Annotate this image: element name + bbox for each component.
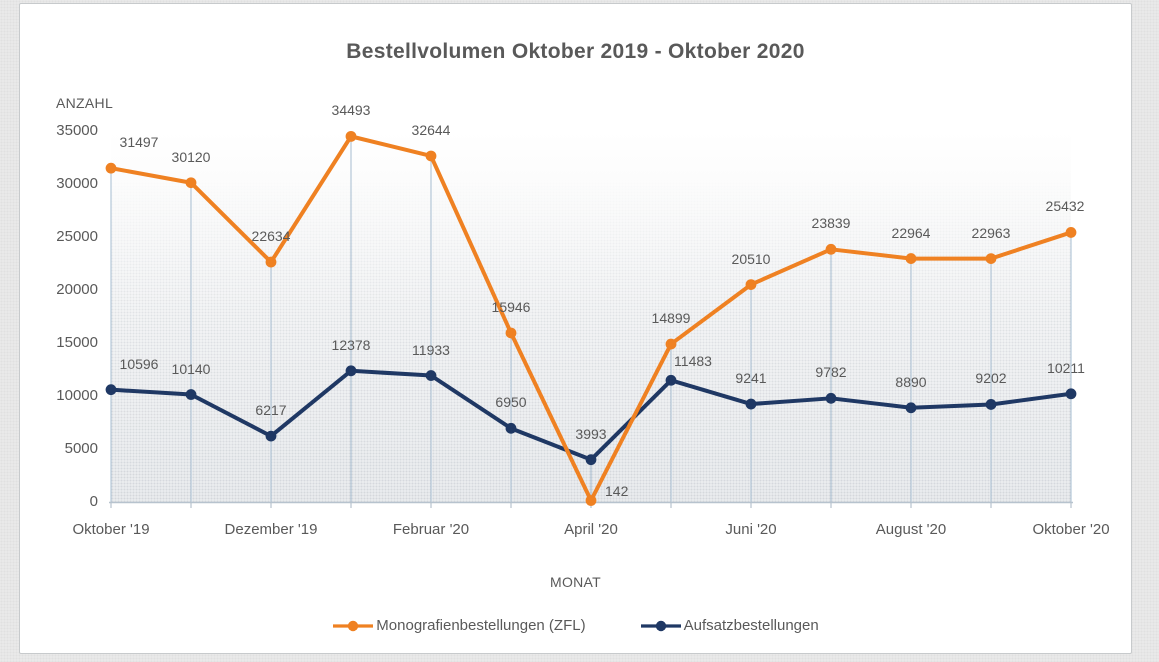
data-label: 22964	[891, 224, 931, 241]
data-label: 20510	[731, 250, 771, 267]
data-label: 11933	[412, 341, 450, 358]
data-label: 8890	[895, 373, 927, 390]
chart-title: Bestellvolumen Oktober 2019 - Oktober 20…	[346, 40, 805, 63]
x-tick-label: Dezember '19	[224, 521, 318, 538]
y-tick-label: 20000	[56, 281, 98, 298]
legend-label: Aufsatzbestellungen	[683, 617, 819, 634]
y-axis-title: ANZAHL	[56, 95, 114, 111]
data-label: 3993	[575, 425, 607, 442]
y-tick-label: 0	[89, 493, 98, 510]
data-label: 10596	[119, 355, 159, 372]
data-label: 9782	[815, 364, 847, 381]
data-label: 9202	[975, 370, 1007, 387]
data-label: 15946	[491, 298, 531, 315]
data-label: 6217	[255, 402, 287, 419]
data-label: 23839	[811, 215, 851, 232]
y-tick-label: 35000	[56, 122, 98, 139]
data-label: 30120	[171, 148, 211, 165]
y-tick-label: 10000	[56, 387, 98, 404]
data-label: 9241	[735, 370, 767, 387]
y-tick-label: 30000	[56, 175, 98, 192]
data-label: 11483	[674, 353, 712, 370]
data-label: 31497	[119, 134, 159, 151]
legend-item: Aufsatzbestellungen	[640, 617, 819, 634]
legend-marker-icon	[640, 620, 681, 631]
data-label: 10211	[1047, 359, 1085, 376]
data-label: 142	[605, 483, 629, 500]
data-label: 10140	[171, 360, 211, 377]
data-label: 6950	[495, 394, 527, 411]
x-tick-label: August '20	[875, 521, 947, 538]
data-label: 22963	[971, 224, 1011, 241]
data-label: 25432	[1045, 198, 1085, 215]
data-label: 32644	[411, 121, 451, 138]
x-axis-title: MONAT	[549, 574, 601, 590]
data-label: 14899	[651, 310, 691, 327]
y-tick-label: 15000	[56, 334, 98, 351]
x-tick-label: Februar '20	[392, 521, 470, 538]
y-tick-label: 5000	[64, 440, 98, 457]
data-label: 12378	[331, 336, 371, 353]
data-label: 34493	[331, 102, 371, 119]
y-tick-label: 25000	[56, 228, 98, 245]
x-tick-label: Oktober '19	[72, 521, 150, 538]
data-label: 22634	[251, 228, 291, 245]
x-tick-label: Juni '20	[725, 521, 777, 538]
legend-item: Monografienbestellungen (ZFL)	[332, 617, 586, 634]
x-tick-label: April '20	[564, 521, 618, 538]
x-tick-label: Oktober '20	[1032, 521, 1110, 538]
legend-label: Monografienbestellungen (ZFL)	[376, 617, 586, 634]
legend-marker-icon	[333, 620, 374, 631]
legend: Monografienbestellungen (ZFL) Aufsatzbest…	[19, 617, 1132, 634]
